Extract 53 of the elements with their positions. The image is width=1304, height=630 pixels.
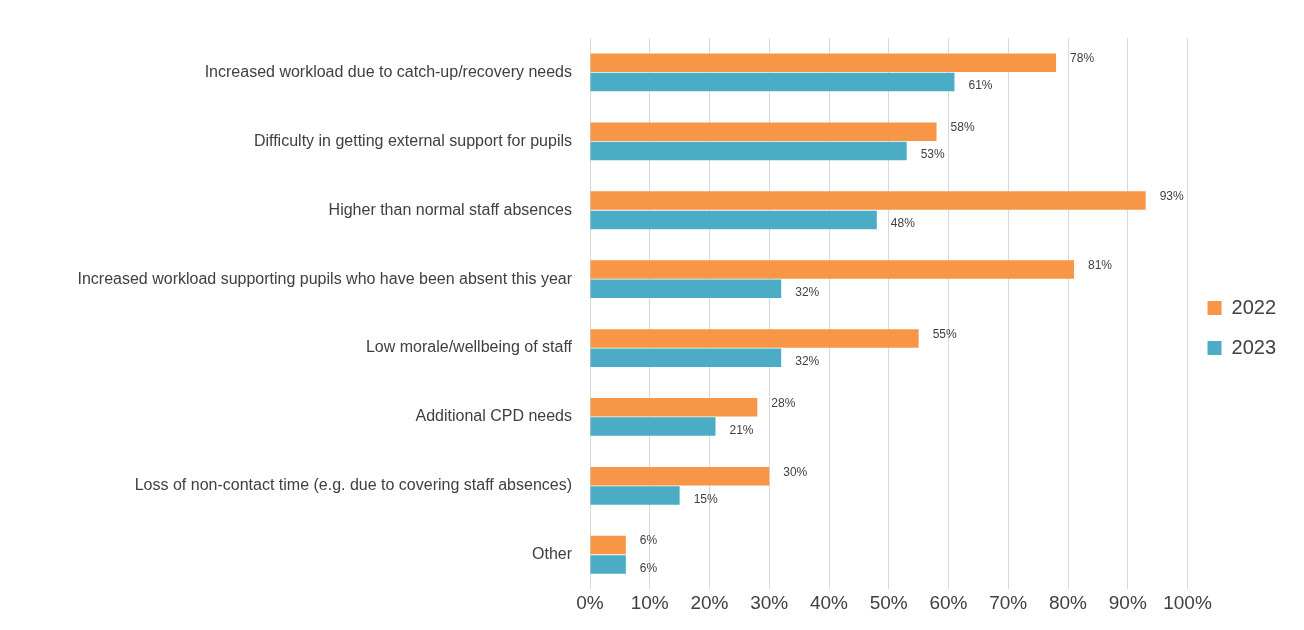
data-label: 61%: [968, 78, 993, 93]
y-tick-label: Difficulty in getting external support for pupils: [253, 131, 572, 149]
x-tick-label: 20%: [690, 591, 729, 613]
bar: [590, 555, 626, 574]
bar: [590, 141, 907, 161]
x-tick-label: 80%: [1048, 591, 1088, 613]
x-tick-label: 100%: [1163, 591, 1212, 613]
bar: [590, 53, 1057, 73]
bar: [590, 191, 1146, 210]
x-tick-label: 40%: [809, 591, 849, 613]
data-label: 32%: [795, 285, 820, 300]
y-tick-label: Other: [531, 545, 573, 563]
bar: [590, 329, 919, 348]
x-tick-label: 0%: [576, 591, 604, 613]
x-tick-label: 30%: [750, 591, 789, 613]
x-tick-label: 10%: [630, 591, 669, 613]
y-tick-label: Increased workload due to catch-up/recovery needs: [204, 62, 572, 80]
x-tick-label: 60%: [929, 591, 968, 613]
data-label: 32%: [795, 354, 820, 369]
bar: [590, 122, 937, 141]
bar: [590, 279, 782, 299]
data-label: 58%: [950, 120, 975, 135]
x-tick-label: 90%: [1108, 591, 1147, 613]
bar: [590, 260, 1074, 279]
data-label: 30%: [783, 464, 808, 479]
x-tick-label: 50%: [869, 591, 908, 613]
y-tick-label: Increased workload supporting pupils who have been absent this year: [77, 269, 573, 287]
bar: [590, 486, 680, 505]
legend-label: 2022: [1231, 295, 1277, 318]
y-tick-label: Low morale/wellbeing of staff: [365, 338, 573, 356]
data-label: 15%: [693, 491, 718, 506]
bar: [590, 466, 770, 486]
bar: [590, 72, 955, 92]
data-label: 81%: [1087, 257, 1113, 272]
data-label: 53%: [920, 147, 946, 162]
data-label: 21%: [729, 422, 754, 437]
bar: [590, 398, 758, 417]
bar: [590, 210, 877, 230]
bar: [590, 417, 716, 436]
data-label: 93%: [1159, 188, 1185, 203]
data-label: 28%: [771, 395, 796, 410]
data-label: 78%: [1070, 51, 1095, 66]
data-label: 6%: [639, 560, 658, 575]
data-label: 48%: [890, 216, 916, 231]
y-tick-label: Higher than normal staff absences: [328, 200, 572, 218]
bar: [590, 535, 626, 555]
x-tick-label: 70%: [989, 591, 1028, 613]
legend-label: 2023: [1231, 335, 1277, 358]
data-label: 55%: [932, 326, 957, 341]
bar: [590, 348, 782, 367]
y-tick-label: Loss of non-contact time (e.g. due to covering staff absences): [134, 476, 572, 494]
data-label: 6%: [639, 533, 658, 548]
y-tick-label: Additional CPD needs: [415, 407, 572, 425]
